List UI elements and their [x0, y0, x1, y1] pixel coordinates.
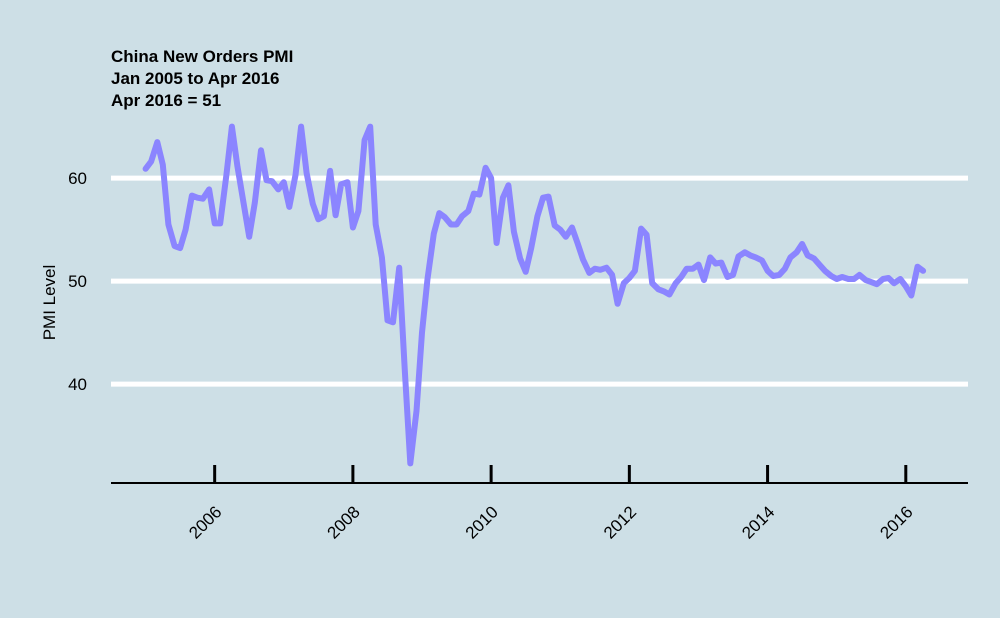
x-tick-label: 2006 [185, 502, 225, 542]
gridlines [111, 175, 968, 387]
x-tick-label: 2014 [738, 502, 778, 542]
y-tick-label: 40 [68, 375, 87, 394]
x-tick-label: 2012 [600, 502, 640, 542]
y-axis: 40 50 60 PMI Level [40, 169, 87, 394]
chart-titles: China New Orders PMI Jan 2005 to Apr 201… [111, 46, 293, 112]
chart-subtitle: Jan 2005 to Apr 2016 [111, 69, 280, 88]
chart-title: China New Orders PMI [111, 47, 294, 66]
y-tick-label: 50 [68, 272, 87, 291]
series [142, 123, 927, 467]
x-tick-label: 2008 [324, 502, 364, 542]
series-line-0 [142, 123, 927, 467]
x-tick-label: 2010 [462, 502, 502, 542]
x-axis: 2006 2008 2010 2012 2014 2016 [111, 465, 968, 543]
x-tick-label: 2016 [876, 502, 916, 542]
chart-annotation: Apr 2016 = 51 [111, 91, 222, 110]
y-axis-label: PMI Level [40, 265, 59, 341]
y-tick-label: 60 [68, 169, 87, 188]
